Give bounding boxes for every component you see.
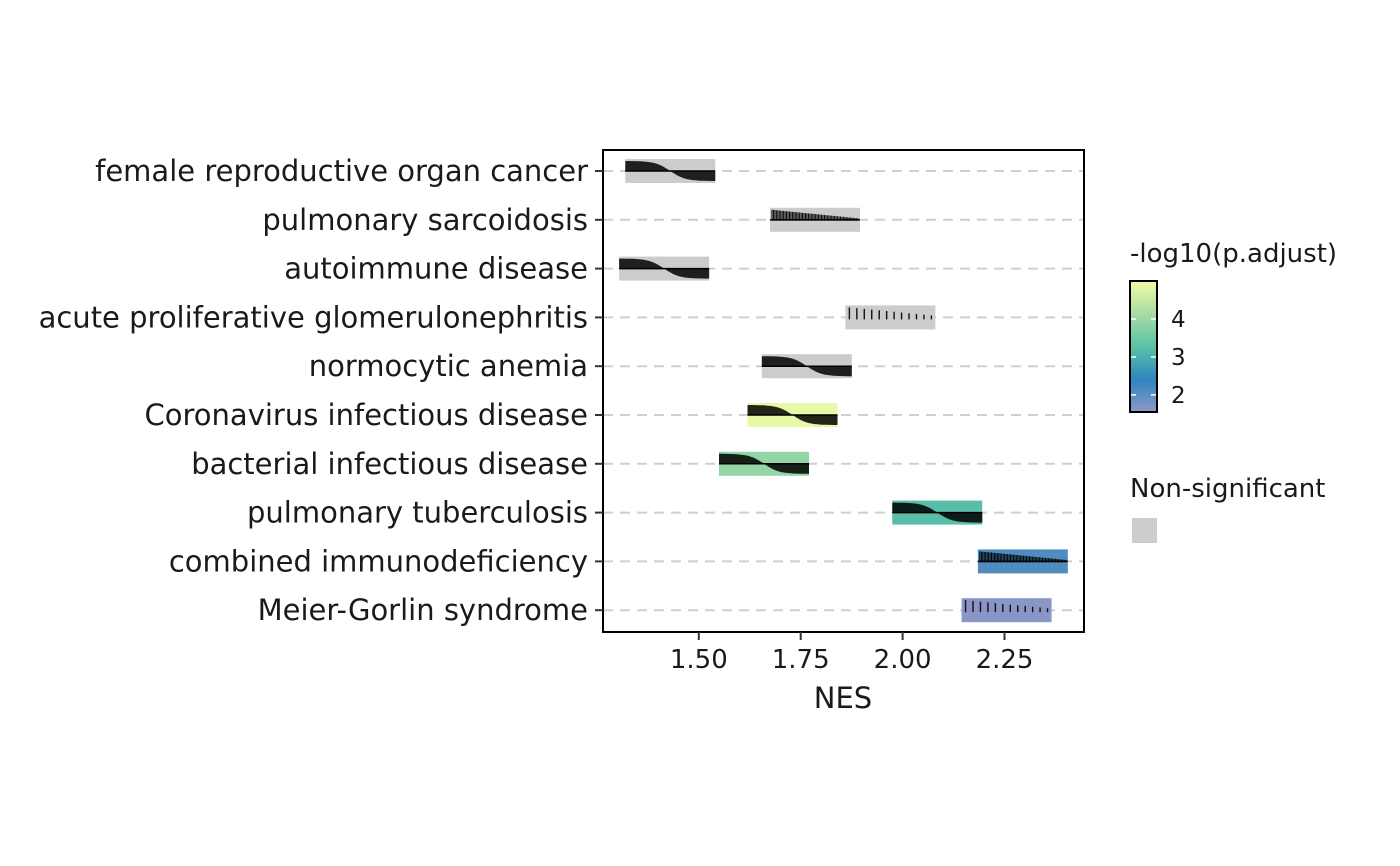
ridge-band [769,207,860,232]
plot-panel-border [602,149,1085,633]
ridge-bands [619,159,1068,623]
ridge-band [761,354,852,379]
ridge-band [719,451,810,476]
x-tick-label: 1.50 [670,645,728,675]
y-tick-label: combined immunodeficiency [169,544,588,578]
x-tick-label: 2.00 [874,645,932,675]
x-tick-label: 2.25 [976,645,1034,675]
ridge-band [961,598,1052,623]
ridge-band [892,500,983,525]
y-tick-label: female reproductive organ cancer [95,154,588,188]
colorbar-tick-label: 2 [1171,383,1186,409]
ridge-band [625,159,716,183]
grid-lines [603,170,1084,612]
nonsig-legend-key [1132,518,1157,543]
y-tick-label: pulmonary sarcoidosis [262,203,588,237]
colorbar [1129,280,1158,413]
nonsig-legend-label: Non-significant [1130,474,1325,504]
legend: -log10(p.adjust) 4 3 2 Non-significant [1129,239,1337,543]
y-tick-label: Coronavirus infectious disease [145,398,588,432]
y-tick-label: autoimmune disease [284,252,588,286]
y-axis-labels: female reproductive organ cancer pulmonar… [39,154,603,627]
x-axis-title: NES [814,681,872,715]
band-fill [845,305,936,330]
band-fill [961,598,1052,623]
ridge-band [845,305,936,330]
x-axis: 1.50 1.75 2.00 2.25 [670,632,1034,675]
ridge-band [747,403,838,427]
y-tick-label: normocytic anemia [309,349,588,383]
colorbar-tick-label: 4 [1171,307,1186,333]
ridge-band [619,256,710,281]
colorbar-title: -log10(p.adjust) [1130,239,1337,269]
y-tick-label: acute proliferative glomerulonephritis [39,300,588,334]
colorbar-tick-label: 3 [1171,345,1186,371]
x-tick-label: 1.75 [772,645,830,675]
ridge-band [977,549,1068,574]
y-tick-label: bacterial infectious disease [191,447,588,481]
y-tick-label: pulmonary tuberculosis [247,496,588,530]
y-tick-label: Meier-Gorlin syndrome [258,593,588,627]
colorbar-ticks: 4 3 2 [1131,307,1186,409]
